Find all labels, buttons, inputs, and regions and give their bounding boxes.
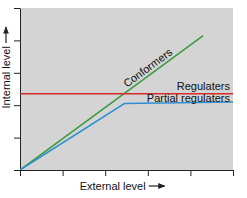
tick: [14, 138, 20, 139]
series-group: [20, 36, 233, 170]
tick: [233, 170, 234, 176]
tick: [20, 170, 21, 176]
series-label: Partial regulaters: [147, 92, 231, 104]
tick: [14, 40, 20, 41]
tick-mark: [105, 170, 106, 176]
axis-line: [20, 9, 21, 171]
tick-mark: [14, 138, 20, 139]
series-label: Regulaters: [177, 80, 231, 92]
tick: [148, 170, 149, 176]
tick-mark: [14, 105, 20, 106]
plot-background: [20, 8, 233, 170]
series-label: Conformers: [121, 45, 175, 89]
tick-mark: [233, 170, 234, 176]
tick: [14, 8, 20, 9]
chart: ConformersRegulatersPartial regulaters Ex…: [0, 0, 247, 198]
x-axis-title: External level: [80, 180, 146, 192]
tick-mark: [148, 170, 149, 176]
tick-mark: [20, 170, 21, 176]
series-labels: ConformersRegulatersPartial regulaters: [121, 45, 230, 103]
tick: [14, 73, 20, 74]
series-line: [20, 102, 233, 170]
tick-mark: [14, 40, 20, 41]
y-axis: [14, 9, 21, 171]
tick-mark: [14, 8, 20, 9]
x-axis: [21, 170, 234, 176]
tick: [14, 170, 20, 171]
tick-mark: [190, 170, 191, 176]
y-axis-title: Internal level: [0, 46, 12, 108]
tick-mark: [14, 73, 20, 74]
tick: [105, 170, 106, 176]
tick-mark: [14, 170, 20, 171]
tick: [63, 170, 64, 176]
tick: [14, 105, 20, 106]
tick: [190, 170, 191, 176]
plot: ConformersRegulatersPartial regulaters: [14, 8, 234, 176]
y-axis-arrow: [5, 27, 6, 43]
axis-line: [21, 170, 234, 171]
x-axis-arrow: [149, 185, 165, 186]
tick-mark: [63, 170, 64, 176]
